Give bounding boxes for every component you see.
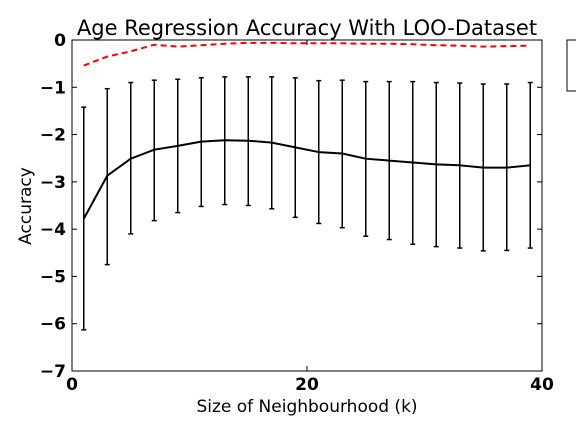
y-tick-label: −3 [40,173,66,193]
y-tick-label: −2 [40,126,66,146]
y-tick-label: −4 [40,220,66,240]
y-tick-label: −5 [40,267,66,287]
legend-box [567,40,576,91]
y-tick-label: 0 [54,31,66,51]
x-tick-label: 40 [530,375,554,395]
y-tick-label: −7 [40,362,66,382]
chart-title: Age Regression Accuracy With LOO-Dataset [77,16,537,40]
y-tick-label: −1 [40,78,66,98]
y-axis-label: Accuracy [16,167,36,245]
x-tick-label: 20 [295,375,319,395]
x-tick-label: 0 [66,375,78,395]
x-axis-label: Size of Neighbourhood (k) [196,397,417,417]
y-tick-label: −6 [40,315,66,335]
